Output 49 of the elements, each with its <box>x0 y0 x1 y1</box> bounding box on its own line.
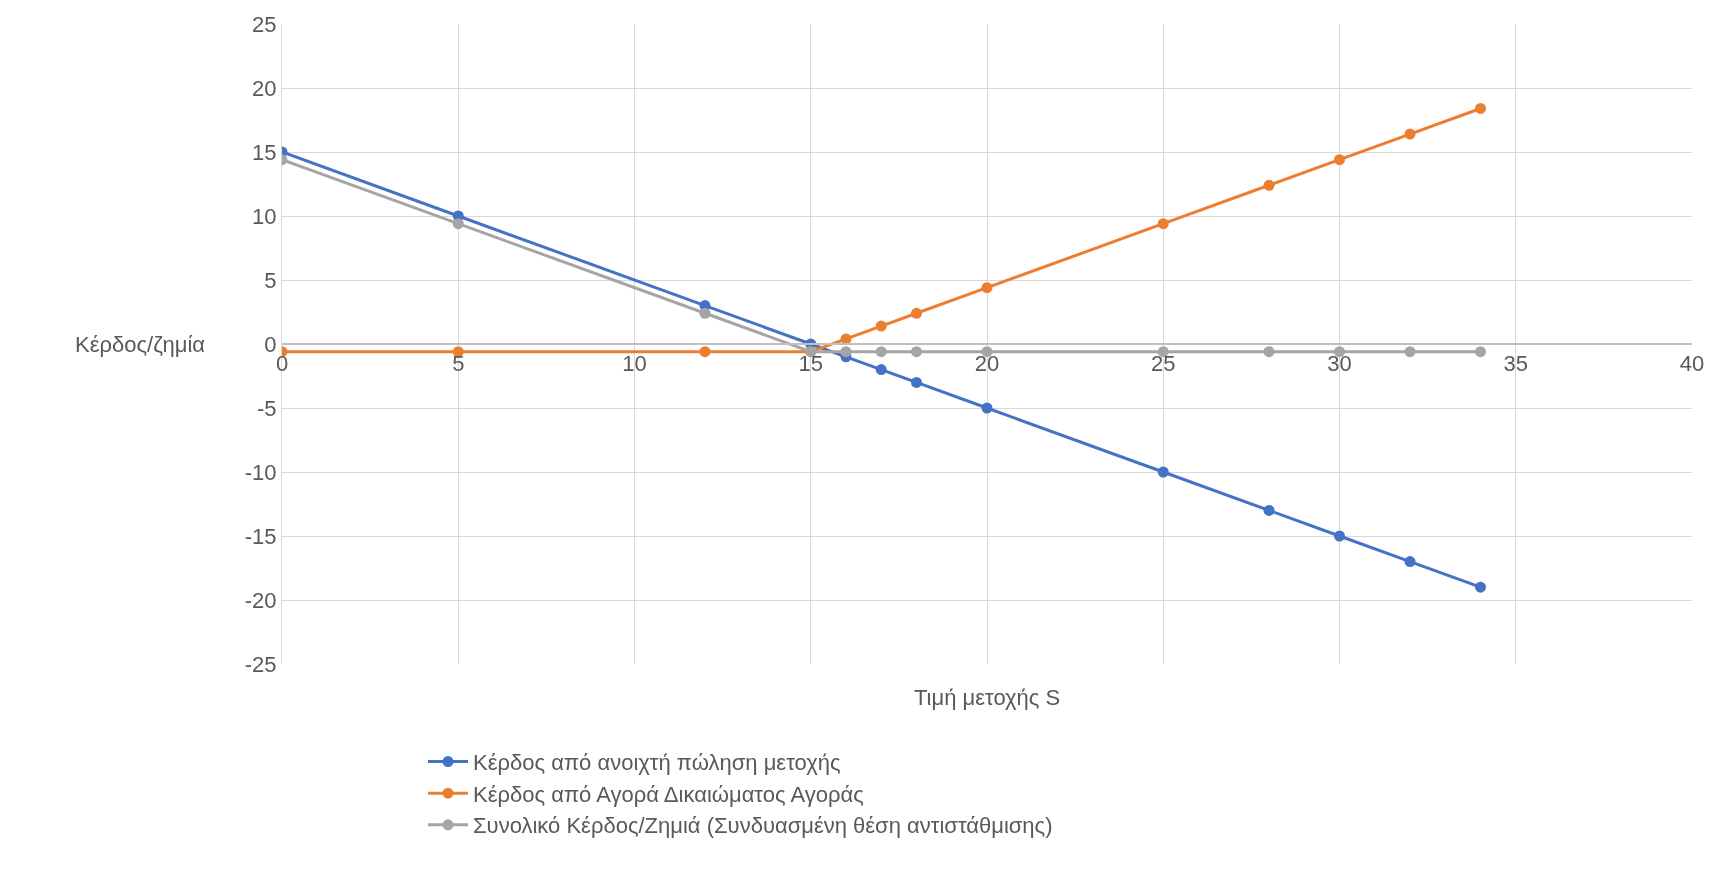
point <box>840 346 852 358</box>
y-tick-label: -25 <box>244 651 277 677</box>
y-axis-title: Κέρδος/ζημία <box>75 332 206 357</box>
point <box>1404 556 1416 568</box>
point <box>1157 466 1169 478</box>
x-tick-label: 20 <box>974 351 1000 377</box>
point <box>875 364 887 376</box>
legend-label: Κέρδος από Αγορά Δικαιώματος Αγοράς <box>473 781 864 807</box>
point <box>699 346 711 358</box>
y-tick-label: 10 <box>252 203 277 229</box>
y-tick-label: -5 <box>257 395 277 421</box>
y-tick-label: 15 <box>252 139 277 165</box>
y-tick-label: 25 <box>252 11 277 37</box>
point <box>911 346 922 358</box>
point <box>1404 346 1416 358</box>
point <box>1334 154 1345 166</box>
y-tick-label: 5 <box>264 267 277 293</box>
x-axis-title: Τιμή μετοχής S <box>914 685 1061 710</box>
point <box>1475 346 1486 358</box>
legend-label: Κέρδος από ανοιχτή πώληση μετοχής <box>473 750 841 776</box>
y-tick-label: -15 <box>244 523 277 549</box>
x-tick-label: 15 <box>798 351 823 377</box>
point <box>1334 530 1345 542</box>
y-tick-label: 0 <box>264 331 277 357</box>
point <box>911 307 922 319</box>
x-tick-label: 25 <box>1151 351 1176 377</box>
x-tick-label: 40 <box>1679 351 1705 377</box>
y-tick-label: -20 <box>244 587 277 613</box>
y-tick-label: 20 <box>252 75 277 101</box>
x-tick-label: 30 <box>1327 351 1352 377</box>
point <box>1263 346 1275 358</box>
point <box>699 307 711 319</box>
point <box>1404 128 1416 140</box>
point <box>911 376 922 388</box>
point <box>452 218 464 230</box>
legend-label: Συνολικό Κέρδος/Ζημιά (Συνδυασμένη θέση αντιστάθμισης) <box>473 813 1053 839</box>
point <box>1475 102 1486 114</box>
point <box>1475 581 1486 593</box>
point <box>875 346 887 358</box>
point <box>1157 218 1169 230</box>
point <box>1263 179 1275 191</box>
x-tick-label: 35 <box>1503 351 1528 377</box>
point <box>981 402 993 414</box>
x-tick-label: 5 <box>452 351 465 377</box>
x-tick-label: 10 <box>622 351 647 377</box>
y-tick-label: -10 <box>244 459 277 485</box>
point <box>981 282 993 294</box>
point <box>875 320 887 332</box>
point <box>1263 504 1275 516</box>
